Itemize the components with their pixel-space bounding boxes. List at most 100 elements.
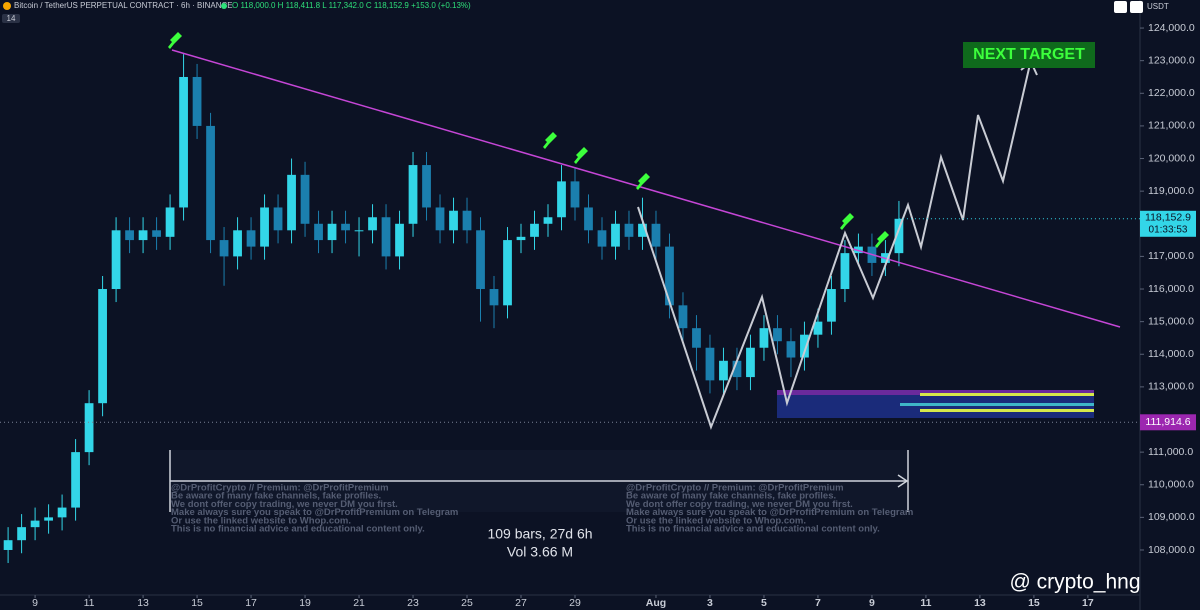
range-arrowhead bbox=[897, 474, 909, 488]
candle-body bbox=[489, 289, 499, 306]
y-tick-label: 108,000.0 bbox=[1148, 544, 1195, 556]
candle-body bbox=[260, 207, 269, 247]
candle-body bbox=[503, 240, 512, 306]
candle-body bbox=[3, 540, 13, 550]
disclaimer-line: We dont offer copy trading, we never DM … bbox=[171, 499, 398, 510]
y-tick-label: 110,000.0 bbox=[1148, 479, 1194, 491]
target-label: NEXT TARGET bbox=[973, 46, 1085, 63]
disclaimer-line: This is no financial advice and educatio… bbox=[171, 524, 425, 535]
candle-body bbox=[98, 289, 107, 404]
x-tick-label: 29 bbox=[569, 597, 581, 609]
candle-body bbox=[84, 403, 94, 453]
candle-body bbox=[57, 507, 67, 518]
x-tick-label: 11 bbox=[920, 597, 931, 609]
target-box bbox=[963, 42, 1095, 68]
y-tick-label: 114,000.0 bbox=[1148, 348, 1194, 360]
candle-body bbox=[314, 223, 323, 241]
disclaimer-line: Be aware of many fake channels, fake pro… bbox=[626, 491, 836, 502]
disclaimer-line: This is no financial advice and educatio… bbox=[626, 524, 880, 535]
disclaimer-line: @DrProfitCrypto // Premium: @DrProfitPre… bbox=[171, 483, 389, 494]
x-tick-label: 15 bbox=[1028, 597, 1040, 609]
volume-label: Vol 3.66 M bbox=[507, 544, 573, 560]
disclaimer-line: Or use the linked website to Whop.com. bbox=[171, 515, 351, 526]
hammer-icon bbox=[875, 231, 889, 248]
status-dot bbox=[221, 3, 227, 9]
candle-body bbox=[759, 328, 769, 348]
candle-body bbox=[692, 328, 701, 348]
disclaimer-line: Make always sure you speak to @DrProfitP… bbox=[626, 507, 913, 518]
hammer-icon bbox=[543, 132, 557, 149]
candle-body bbox=[300, 174, 310, 224]
x-tick-label: Aug bbox=[646, 597, 666, 609]
candle-body bbox=[408, 165, 418, 224]
y-tick-label: 120,000.0 bbox=[1148, 152, 1195, 164]
candle-body bbox=[651, 223, 661, 247]
last-price-label: 118,152.9 bbox=[1145, 212, 1191, 224]
currency: USDT bbox=[1147, 2, 1169, 11]
candle-body bbox=[516, 236, 526, 241]
button[interactable] bbox=[1130, 1, 1143, 13]
button[interactable] bbox=[1114, 1, 1127, 13]
candle-body bbox=[165, 207, 175, 237]
candle-body bbox=[786, 341, 796, 358]
candle-body bbox=[449, 210, 458, 231]
x-tick-label: 19 bbox=[299, 597, 311, 609]
candle-body bbox=[840, 253, 850, 290]
x-tick-label: 13 bbox=[974, 597, 986, 609]
trend-line bbox=[171, 49, 1121, 328]
y-tick-label: 117,000.0 bbox=[1148, 250, 1194, 262]
y-tick-label: 113,000.0 bbox=[1148, 381, 1194, 393]
x-tick-label: 15 bbox=[191, 597, 203, 609]
candle-body bbox=[273, 207, 283, 231]
hammer-icon bbox=[636, 173, 650, 190]
x-tick-label: 5 bbox=[761, 597, 767, 609]
candle-body bbox=[287, 174, 296, 231]
candle-body bbox=[638, 223, 647, 237]
candle-body bbox=[422, 165, 431, 208]
x-tick-label: 25 bbox=[461, 597, 473, 609]
markers bbox=[168, 32, 889, 248]
x-tick-label: 17 bbox=[245, 597, 257, 609]
countdown: 01:33:53 bbox=[1149, 224, 1188, 235]
candle-body bbox=[341, 223, 350, 231]
profile-row bbox=[900, 403, 1094, 406]
candle-body bbox=[894, 218, 904, 254]
y-tick-label: 122,000.0 bbox=[1148, 87, 1195, 99]
price-box bbox=[1140, 414, 1196, 431]
y-tick-label: 123,000.0 bbox=[1148, 54, 1195, 66]
badge-bg bbox=[2, 14, 20, 23]
candle-body bbox=[773, 328, 782, 342]
candle-body bbox=[665, 246, 674, 306]
candle-body bbox=[543, 217, 553, 224]
candle-body bbox=[206, 125, 215, 241]
symbol-title: Bitcoin / TetherUS PERPETUAL CONTRACT · … bbox=[14, 1, 233, 10]
candle-body bbox=[179, 76, 188, 208]
candle-body bbox=[152, 230, 161, 237]
candle-body bbox=[44, 517, 53, 521]
hammer-icon bbox=[574, 147, 588, 164]
candle-body bbox=[570, 181, 580, 208]
y-tick-label: 111,000.0 bbox=[1148, 446, 1193, 458]
symbol-icon bbox=[3, 2, 11, 10]
profile-row bbox=[920, 393, 1094, 396]
y-tick-label: 119,000.0 bbox=[1148, 185, 1194, 197]
last-price-box bbox=[1140, 210, 1196, 237]
candle-body bbox=[138, 230, 148, 241]
candle-body bbox=[827, 289, 836, 322]
candle-body bbox=[395, 223, 404, 257]
candle-body bbox=[732, 360, 742, 378]
candle-body bbox=[30, 520, 40, 528]
disclaimer-line: We dont offer copy trading, we never DM … bbox=[626, 499, 853, 510]
x-tick-label: 11 bbox=[84, 597, 95, 609]
candle-body bbox=[17, 527, 26, 541]
watermark: @ crypto_hng bbox=[1009, 571, 1140, 594]
candle-body bbox=[557, 181, 566, 218]
candle-body bbox=[111, 230, 121, 290]
projection-path bbox=[637, 63, 1031, 430]
ohlc: O 118,000.0 H 118,411.8 L 117,342.0 C 11… bbox=[232, 1, 471, 10]
candle-body bbox=[327, 223, 337, 241]
candle-body bbox=[192, 76, 202, 126]
candle-body bbox=[746, 347, 755, 378]
x-tick-label: 7 bbox=[815, 597, 821, 609]
candle-body bbox=[611, 223, 620, 247]
